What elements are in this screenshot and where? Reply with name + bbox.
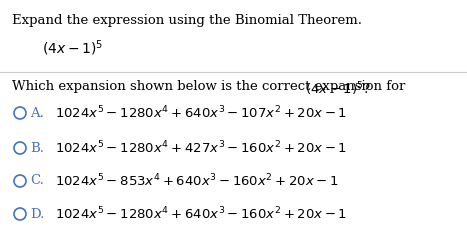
Text: $1024x^5 - 1280x^4 + 427x^3 - 160x^2 + 20x - 1$: $1024x^5 - 1280x^4 + 427x^3 - 160x^2 + 2… [55,140,347,156]
Text: Which expansion shown below is the correct expansion for: Which expansion shown below is the corre… [12,80,410,93]
Text: $1024x^5 - 1280x^4 + 640x^3 - 107x^2 + 20x - 1$: $1024x^5 - 1280x^4 + 640x^3 - 107x^2 + 2… [55,105,347,121]
Text: C.: C. [30,174,44,187]
Text: Expand the expression using the Binomial Theorem.: Expand the expression using the Binomial… [12,14,362,27]
Text: $1024x^5 - 1280x^4 + 640x^3 - 160x^2 + 20x - 1$: $1024x^5 - 1280x^4 + 640x^3 - 160x^2 + 2… [55,206,347,222]
Text: $1024x^5 - 853x^4 + 640x^3 - 160x^2 + 20x - 1$: $1024x^5 - 853x^4 + 640x^3 - 160x^2 + 20… [55,173,339,189]
Text: A.: A. [30,106,44,119]
Text: $(4x - 1)^5$: $(4x - 1)^5$ [42,38,103,58]
Text: D.: D. [30,208,44,220]
Text: B.: B. [30,141,44,155]
Text: $(4x - 1)^5$?: $(4x - 1)^5$? [305,80,371,98]
